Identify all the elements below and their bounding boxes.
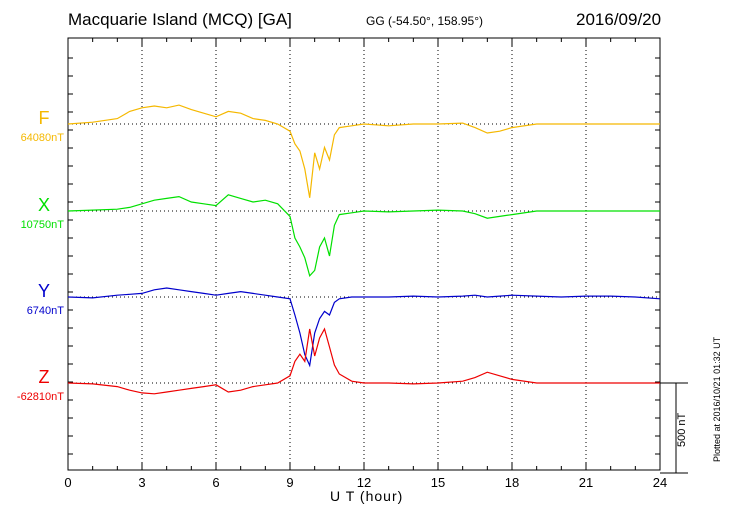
chart-date: 2016/09/20 — [576, 10, 662, 29]
x-tick-label: 18 — [504, 475, 520, 490]
x-axis-label: U T (hour) — [330, 488, 404, 504]
x-tick-label: 12 — [356, 475, 372, 490]
station-coordinates: GG (-54.50°, 158.95°) — [366, 14, 483, 28]
baseline-value-z: -62810nT — [16, 391, 64, 403]
component-label-y: Y — [37, 281, 50, 301]
component-label-x: X — [37, 195, 50, 215]
trace-y — [67, 287, 661, 368]
x-tick-label: 0 — [64, 475, 72, 490]
x-tick-label: 15 — [430, 475, 446, 490]
plotted-timestamp: Plotted at 2016/10/21 01:32 UT — [712, 336, 722, 462]
x-tick-label: 24 — [652, 475, 668, 490]
x-tick-label: 3 — [138, 475, 146, 490]
x-tick-label: 21 — [578, 475, 594, 490]
trace-f — [67, 104, 660, 198]
baseline-value-x: 10750nT — [20, 219, 64, 231]
baseline-value-f: 64080nT — [20, 132, 64, 144]
component-label-f: F — [38, 108, 50, 128]
chart-title: Macquarie Island (MCQ) [GA] — [68, 10, 292, 29]
x-tick-label: 6 — [212, 475, 220, 490]
x-tick-label: 9 — [286, 475, 294, 490]
component-label-z: Z — [38, 367, 50, 387]
scale-bar-label: 500 nT — [676, 412, 688, 447]
baseline-value-y: 6740nT — [26, 305, 64, 317]
trace-x — [67, 194, 660, 278]
trace-z — [67, 327, 660, 395]
